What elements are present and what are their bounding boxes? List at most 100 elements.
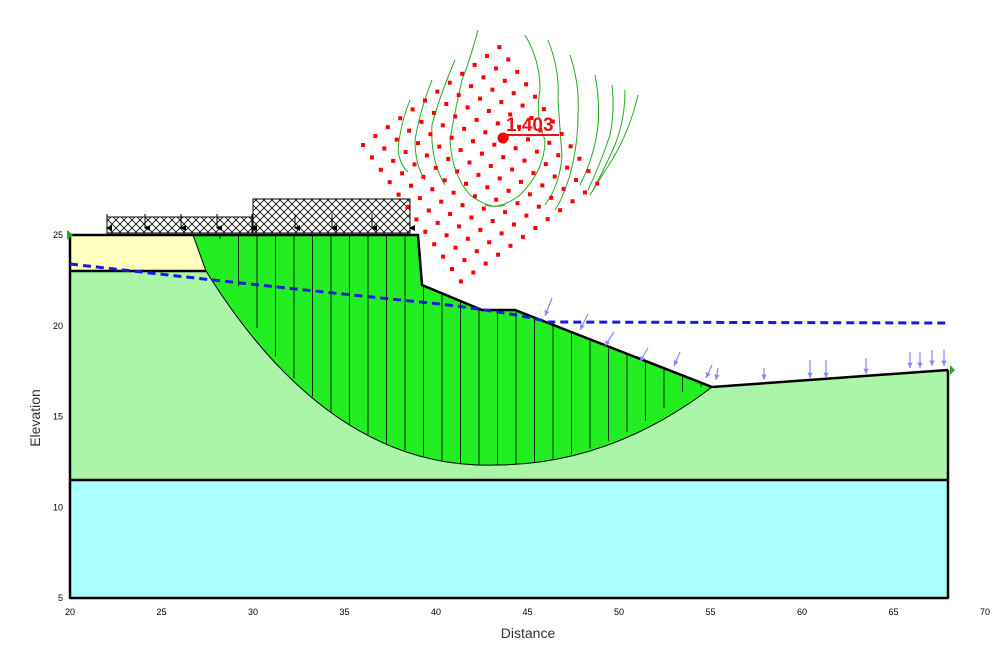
grid-point bbox=[508, 243, 513, 248]
grid-point bbox=[524, 82, 529, 87]
grid-point bbox=[407, 128, 412, 133]
grid-point bbox=[545, 217, 550, 222]
grid-point bbox=[479, 151, 484, 156]
grid-point bbox=[506, 188, 511, 193]
grid-point bbox=[512, 222, 516, 227]
grid-point bbox=[582, 190, 587, 195]
grid-point bbox=[488, 164, 493, 168]
x-tick-label: 65 bbox=[888, 607, 898, 617]
fos-contour bbox=[414, 79, 433, 181]
water-arrow-head bbox=[941, 360, 947, 366]
x-tick-label: 55 bbox=[705, 607, 715, 617]
grid-point bbox=[556, 153, 561, 158]
water-arrow-head bbox=[640, 356, 645, 362]
grid-point bbox=[520, 234, 525, 239]
surcharge-load-arrows bbox=[106, 214, 415, 231]
grid-point bbox=[469, 215, 474, 220]
x-tick-label: 25 bbox=[156, 607, 166, 617]
water-arrow-head bbox=[907, 362, 913, 368]
grid-point bbox=[499, 231, 504, 236]
water-arrow-head bbox=[705, 372, 711, 378]
grid-point bbox=[485, 54, 489, 58]
grid-point bbox=[534, 149, 539, 154]
grid-point bbox=[361, 143, 365, 147]
y-axis-title: Elevation bbox=[27, 389, 43, 447]
fos-contour bbox=[484, 34, 546, 207]
grid-point bbox=[439, 199, 444, 204]
grid-point bbox=[437, 144, 442, 149]
water-arrow-head bbox=[917, 362, 923, 368]
grid-point bbox=[511, 91, 516, 96]
grid-point bbox=[490, 87, 495, 92]
grid-point bbox=[410, 107, 415, 112]
y-axis-ticks: 5 10 15 20 25 bbox=[53, 230, 63, 603]
grid-point bbox=[501, 155, 506, 160]
grid-point bbox=[373, 134, 378, 139]
grid-point bbox=[471, 270, 476, 275]
grid-point bbox=[547, 140, 552, 145]
fos-contours bbox=[397, 29, 639, 211]
x-tick-label: 60 bbox=[797, 607, 807, 617]
grid-point bbox=[483, 130, 488, 135]
grid-point bbox=[455, 169, 460, 174]
bedrock-layer bbox=[69, 479, 949, 599]
grid-point bbox=[462, 126, 467, 131]
grid-point bbox=[424, 153, 429, 158]
grid-point bbox=[435, 220, 440, 225]
grid-point bbox=[428, 132, 433, 137]
grid-point bbox=[478, 227, 483, 232]
grid-point bbox=[456, 93, 461, 98]
grid-point bbox=[472, 62, 477, 67]
grid-point bbox=[403, 150, 408, 154]
grid-point bbox=[481, 75, 486, 80]
grid-point bbox=[446, 157, 451, 161]
grid-point bbox=[458, 148, 463, 153]
grid-point bbox=[423, 229, 428, 234]
grid-point bbox=[409, 183, 413, 188]
grid-point bbox=[369, 155, 374, 160]
grid-point bbox=[502, 78, 507, 83]
grid-point bbox=[385, 125, 390, 130]
grid-point bbox=[465, 105, 470, 110]
grid-point bbox=[595, 181, 600, 186]
x-tick-label: 40 bbox=[431, 607, 441, 617]
water-arrow-head bbox=[605, 340, 611, 346]
grid-point bbox=[432, 242, 437, 247]
water-arrow-head bbox=[823, 372, 829, 378]
grid-point bbox=[412, 162, 417, 167]
grid-point bbox=[405, 205, 410, 209]
grid-point bbox=[508, 112, 513, 117]
grid-point bbox=[483, 261, 488, 266]
grid-point bbox=[497, 176, 502, 181]
grid-point bbox=[533, 226, 538, 230]
slice-lines bbox=[219, 235, 702, 465]
grid-point bbox=[450, 267, 454, 271]
grid-point bbox=[460, 203, 465, 208]
grid-point bbox=[435, 89, 440, 94]
x-axis-ticks: 20 25 30 35 40 45 50 55 60 65 70 bbox=[65, 607, 990, 617]
grid-point bbox=[457, 224, 461, 229]
y-tick-label: 25 bbox=[53, 230, 63, 240]
fos-contour bbox=[591, 89, 626, 193]
grid-point bbox=[540, 183, 545, 188]
grid-point bbox=[531, 171, 536, 175]
x-tick-label: 20 bbox=[65, 607, 75, 617]
y-tick-label: 10 bbox=[53, 502, 63, 512]
grid-point bbox=[481, 206, 486, 211]
grid-point bbox=[526, 137, 530, 142]
slope-end-marker-icon bbox=[950, 365, 955, 375]
grid-point bbox=[486, 109, 491, 113]
grid-point bbox=[561, 186, 566, 191]
grid-point bbox=[513, 146, 518, 151]
grid-point bbox=[506, 57, 511, 62]
x-axis-title: Distance bbox=[501, 625, 556, 641]
grid-point bbox=[524, 213, 529, 218]
slip-center-grid bbox=[361, 45, 600, 284]
grid-point bbox=[453, 245, 458, 250]
grid-point bbox=[423, 98, 427, 103]
grid-point bbox=[550, 119, 555, 124]
grid-point bbox=[529, 116, 534, 120]
grid-point bbox=[471, 139, 475, 144]
y-tick-label: 15 bbox=[53, 412, 63, 422]
